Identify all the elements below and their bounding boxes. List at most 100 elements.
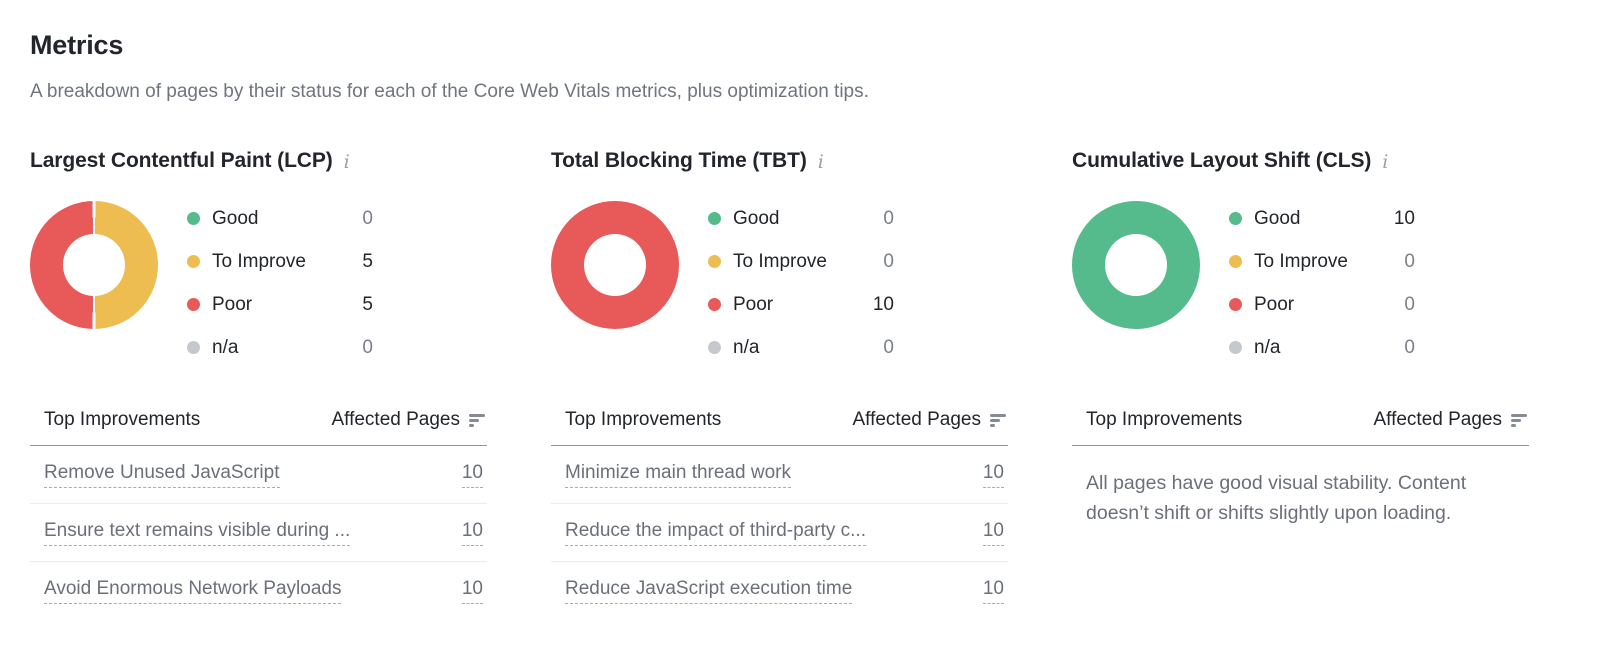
affected-pages-value[interactable]: 10 [461,462,483,488]
table-body: Remove Unused JavaScript 10 Ensure text re… [30,446,487,620]
metric-header: Largest Contentful Paint (LCP) i [30,149,487,173]
col-header-top-improvements: Top Improvements [44,409,201,430]
affected-pages-value[interactable]: 10 [461,578,483,604]
donut-chart[interactable] [551,201,679,329]
col-header-affected-pages-group: Affected Pages [331,409,485,431]
legend-label: n/a [733,336,760,358]
legend-row: Poor 10 [708,283,894,326]
metric-chart-row: Good 10 To Improve 0 Poor 0 n/a 0 [1072,201,1529,369]
legend-value: 0 [362,336,373,358]
info-icon[interactable]: i [343,150,350,173]
table-row: Ensure text remains visible during ... 10 [30,504,487,562]
legend-dot [187,298,200,311]
affected-pages-value[interactable]: 10 [982,462,1004,488]
legend-dot [1229,212,1242,225]
legend-row: Poor 0 [1229,283,1415,326]
legend-row: To Improve 5 [187,240,373,283]
table-row: Minimize main thread work 10 [551,446,1008,504]
table-row: Reduce JavaScript execution time 10 [551,562,1008,620]
col-header-affected-pages: Affected Pages [852,409,981,430]
legend-label: Good [733,207,780,229]
legend-label: To Improve [212,250,306,272]
legend-label: n/a [1254,336,1281,358]
legend-row: Good 0 [708,197,894,240]
donut-hole [1105,234,1167,296]
legend-value: 0 [883,250,894,272]
improvements-table: Top Improvements Affected Pages Remove U… [30,409,487,620]
donut-legend: Good 0 To Improve 5 Poor 5 n/a 0 [187,197,373,369]
legend-dot [187,255,200,268]
metrics-columns: Largest Contentful Paint (LCP) i Good 0 To… [30,149,1600,620]
legend-value: 0 [1404,336,1415,358]
improvement-link[interactable]: Remove Unused JavaScript [44,462,280,488]
metric-title: Total Blocking Time (TBT) [551,149,807,172]
legend-row: To Improve 0 [708,240,894,283]
legend-label: Good [212,207,259,229]
legend-dot [187,341,200,354]
col-header-affected-pages-group: Affected Pages [852,409,1006,431]
legend-dot [187,212,200,225]
legend-value: 0 [1404,293,1415,315]
donut-legend: Good 0 To Improve 0 Poor 10 n/a 0 [708,197,894,369]
legend-row: n/a 0 [1229,326,1415,369]
donut-hole [584,234,646,296]
metric-title: Cumulative Layout Shift (CLS) [1072,149,1372,172]
improvement-link[interactable]: Minimize main thread work [565,462,791,488]
donut-chart[interactable] [1072,201,1200,329]
metric-chart-row: Good 0 To Improve 5 Poor 5 n/a 0 [30,201,487,369]
legend-value: 10 [1393,207,1415,229]
sort-descending-icon[interactable] [1511,413,1527,427]
legend-row: n/a 0 [708,326,894,369]
improvement-link[interactable]: Avoid Enormous Network Payloads [44,578,342,604]
table-header-row: Top Improvements Affected Pages [551,409,1008,446]
legend-value: 0 [1404,250,1415,272]
legend-label: Good [1254,207,1301,229]
col-header-affected-pages-group: Affected Pages [1373,409,1527,431]
affected-pages-value[interactable]: 10 [982,578,1004,604]
affected-pages-value[interactable]: 10 [982,520,1004,546]
sort-descending-icon[interactable] [469,413,485,427]
legend-label: To Improve [1254,250,1348,272]
table-body: All pages have good visual stability. Co… [1072,446,1529,528]
info-icon[interactable]: i [1382,150,1389,173]
metric-title: Largest Contentful Paint (LCP) [30,149,333,172]
empty-state-message: All pages have good visual stability. Co… [1086,472,1467,524]
info-icon[interactable]: i [817,150,824,173]
legend-value: 10 [872,293,894,315]
page-subtitle: A breakdown of pages by their status for… [30,81,869,102]
legend-value: 0 [883,207,894,229]
legend-row: n/a 0 [187,326,373,369]
legend-label: Poor [733,293,774,315]
improvement-link[interactable]: Reduce JavaScript execution time [565,578,853,604]
table-header-row: Top Improvements Affected Pages [1072,409,1529,446]
legend-row: Good 0 [187,197,373,240]
improvement-link[interactable]: Reduce the impact of third-party c... [565,520,866,546]
legend-row: To Improve 0 [1229,240,1415,283]
improvements-table: Top Improvements Affected Pages All page… [1072,409,1529,528]
sort-descending-icon[interactable] [990,413,1006,427]
legend-row: Poor 5 [187,283,373,326]
table-row: Remove Unused JavaScript 10 [30,446,487,504]
legend-label: Poor [1254,293,1295,315]
legend-value: 0 [362,207,373,229]
legend-label: Poor [212,293,253,315]
improvement-link[interactable]: Ensure text remains visible during ... [44,520,351,546]
improvements-table: Top Improvements Affected Pages Minimize… [551,409,1008,620]
affected-pages-value[interactable]: 10 [461,520,483,546]
col-header-affected-pages: Affected Pages [1373,409,1502,430]
legend-value: 0 [883,336,894,358]
legend-dot [1229,255,1242,268]
donut-chart[interactable] [30,201,158,329]
metric-header: Total Blocking Time (TBT) i [551,149,1008,173]
metric-column: Largest Contentful Paint (LCP) i Good 0 To… [30,149,487,620]
legend-label: n/a [212,336,239,358]
metric-column: Total Blocking Time (TBT) i Good 0 To Impr… [551,149,1008,620]
col-header-affected-pages: Affected Pages [331,409,460,430]
legend-dot [708,212,721,225]
donut-hole [63,234,125,296]
table-row: Avoid Enormous Network Payloads 10 [30,562,487,620]
table-header-row: Top Improvements Affected Pages [30,409,487,446]
table-body: Minimize main thread work 10 Reduce the im… [551,446,1008,620]
donut-legend: Good 10 To Improve 0 Poor 0 n/a 0 [1229,197,1415,369]
legend-dot [708,298,721,311]
